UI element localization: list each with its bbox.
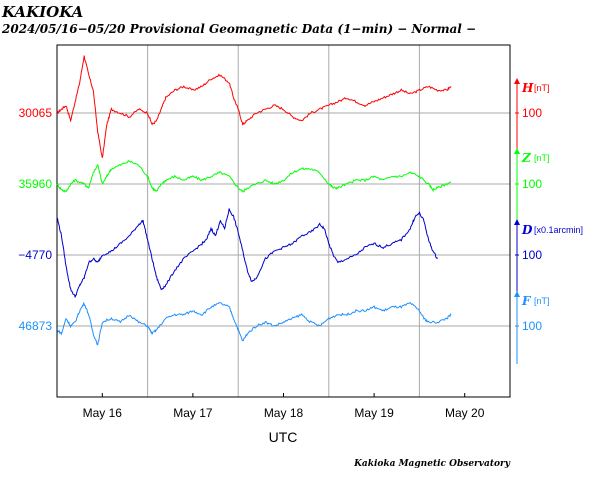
scale-arrow-icon — [514, 78, 520, 84]
scale-arrow-icon — [514, 148, 520, 154]
traces — [56, 55, 452, 346]
scale-value-F: 100 — [522, 319, 542, 333]
x-tick-label: May 18 — [264, 406, 304, 420]
credit-text: Kakioka Magnetic Observatory — [353, 459, 511, 469]
series-line-D — [56, 208, 438, 298]
baseline-label-Z: 35960 — [19, 177, 53, 191]
baseline-label-F: 46873 — [19, 319, 53, 333]
station-title: KAKIOKA — [1, 3, 83, 21]
component-label-F: F — [521, 294, 532, 308]
baseline-labels: 30065 35960 −4770 46873 — [18, 106, 52, 333]
unit-label-F: [nT] — [534, 296, 550, 306]
component-label-H: H — [521, 81, 534, 95]
chart-subtitle: 2024/05/16−05/20 Provisional Geomagnetic… — [1, 22, 476, 36]
x-tick-labels: May 16 May 17 May 18 May 19 May 20 — [83, 393, 485, 420]
scale-arrow-icon — [514, 219, 520, 225]
series-line-Z — [56, 160, 452, 193]
baseline-label-D: −4770 — [18, 248, 52, 262]
component-label-D: D — [521, 223, 533, 237]
plot-frame — [56, 44, 511, 398]
unit-label-H: [nT] — [534, 83, 550, 93]
scale-value-Z: 100 — [522, 177, 542, 191]
scale-value-H: 100 — [522, 106, 542, 120]
x-tick-label: May 16 — [83, 406, 123, 420]
unit-label-D: [x0.1arcmin] — [534, 225, 583, 235]
x-tick-label: May 20 — [445, 406, 485, 420]
x-tick-label: May 17 — [173, 406, 213, 420]
series-line-H — [56, 55, 452, 158]
x-tick-label: May 19 — [354, 406, 394, 420]
unit-label-Z: [nT] — [534, 153, 550, 163]
baseline-label-H: 30065 — [19, 106, 53, 120]
x-axis-label: UTC — [269, 429, 298, 445]
scale-arrow-icon — [514, 291, 520, 297]
scale-value-D: 100 — [522, 248, 542, 262]
series-line-F — [56, 301, 452, 346]
component-label-Z: Z — [521, 151, 532, 165]
grid — [57, 45, 510, 397]
